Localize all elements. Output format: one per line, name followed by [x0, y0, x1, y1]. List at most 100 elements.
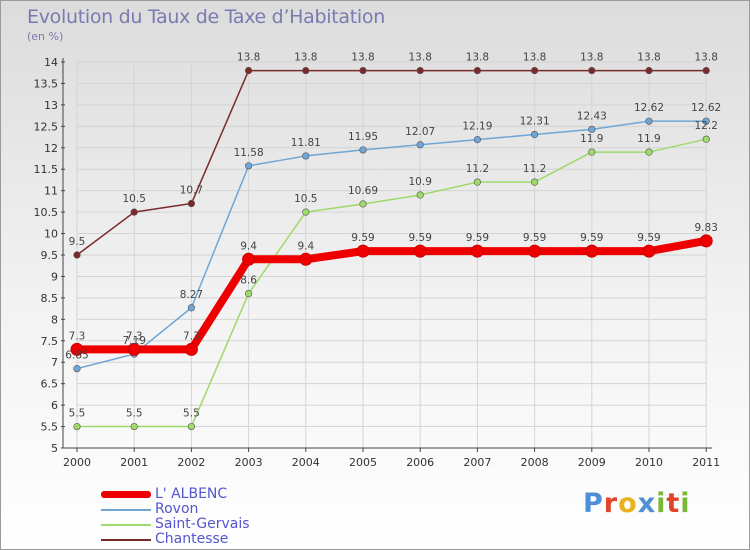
data-label-chantesse: 10.5	[123, 193, 146, 205]
data-label-l-albenc: 9.59	[523, 232, 546, 244]
data-point-l-albenc	[184, 342, 198, 356]
data-label-l-albenc: 7.3	[183, 330, 200, 342]
data-point-saint-gervais	[245, 290, 253, 298]
data-label-chantesse: 10.7	[180, 185, 203, 197]
data-point-l-albenc	[642, 244, 656, 258]
data-label-rovon: 12.31	[520, 115, 550, 127]
data-label-l-albenc: 7.3	[69, 330, 86, 342]
x-tick-label: 2006	[406, 456, 434, 469]
data-label-rovon: 12.07	[405, 126, 435, 138]
chart-data-labels: 9.5 10.5 10.7 13.8 13.8 13.8 13.8 13.8 13.8 13.8 1…	[65, 52, 721, 420]
proxiti-logo: Proxiti	[583, 488, 691, 519]
data-point-rovon	[702, 117, 710, 125]
logo-letter: P	[583, 488, 604, 519]
data-point-saint-gervais	[473, 178, 482, 186]
data-point-l-albenc	[528, 244, 542, 258]
legend-swatch-saint-gervais	[101, 524, 151, 526]
x-tick-label: 2011	[692, 456, 720, 469]
y-tick-label: 8	[51, 313, 58, 326]
data-point-saint-gervais	[530, 178, 539, 186]
data-point-chantesse	[416, 66, 424, 75]
y-tick-label: 10.5	[34, 206, 59, 219]
data-label-l-albenc: 7.3	[126, 330, 143, 342]
data-point-chantesse	[359, 66, 367, 75]
data-label-saint-gervais: 11.2	[466, 163, 489, 175]
y-tick-label: 7.5	[41, 335, 59, 348]
data-point-chantesse	[130, 208, 138, 216]
series-line-chantesse	[76, 69, 707, 256]
x-tick-label: 2005	[349, 456, 377, 469]
data-point-chantesse	[187, 199, 195, 208]
y-tick-label: 6.5	[41, 378, 59, 391]
data-point-rovon	[187, 304, 195, 312]
chart-title: Evolution du Taux de Taxe d’Habitation	[27, 6, 385, 28]
chart-series	[70, 66, 713, 431]
data-label-rovon: 11.81	[291, 137, 321, 149]
data-label-rovon: 7.19	[123, 335, 146, 347]
legend-label: Saint-Gervais	[155, 516, 250, 532]
data-label-saint-gervais: 8.6	[240, 275, 257, 287]
x-tick-label: 2010	[635, 456, 663, 469]
data-label-chantesse: 13.8	[695, 52, 718, 64]
y-tick-label: 12.5	[34, 120, 59, 133]
legend-swatch-rovon	[101, 509, 151, 511]
data-label-l-albenc: 9.4	[240, 240, 257, 252]
legend-swatch-chantesse	[101, 539, 151, 541]
x-tick-label: 2009	[578, 456, 606, 469]
data-point-saint-gervais	[702, 135, 710, 143]
logo-letter: r	[603, 488, 619, 519]
data-label-saint-gervais: 5.5	[69, 408, 86, 420]
data-point-chantesse	[645, 66, 653, 75]
data-point-l-albenc	[413, 244, 427, 258]
y-tick-label: 13	[44, 99, 58, 112]
data-point-l-albenc	[70, 342, 84, 356]
legend-label: Rovon	[155, 501, 199, 517]
data-label-saint-gervais: 11.2	[523, 163, 546, 175]
y-tick-label: 5	[51, 442, 58, 455]
data-label-saint-gervais: 10.5	[294, 193, 317, 205]
y-tick-label: 11.5	[34, 163, 59, 176]
y-tick-label: 10	[44, 228, 58, 241]
data-label-chantesse: 9.5	[69, 236, 86, 248]
y-tick-label: 5.5	[41, 421, 59, 434]
data-label-l-albenc: 9.59	[580, 232, 603, 244]
data-point-rovon	[359, 146, 367, 154]
data-point-saint-gervais	[645, 148, 653, 156]
data-label-rovon: 12.62	[634, 102, 664, 114]
y-tick-label: 14	[44, 56, 58, 69]
data-point-chantesse	[73, 251, 81, 259]
data-label-l-albenc: 9.59	[466, 232, 489, 244]
data-point-chantesse	[702, 66, 710, 75]
data-point-l-albenc	[585, 244, 599, 258]
y-tick-label: 11	[44, 185, 58, 198]
data-point-chantesse	[588, 66, 596, 75]
series-line-rovon	[76, 120, 707, 370]
x-tick-label: 2007	[463, 456, 491, 469]
data-label-saint-gervais: 12.2	[695, 120, 718, 132]
y-tick-label: 6	[51, 399, 58, 412]
chart-unit: (en %)	[27, 30, 64, 43]
y-tick-label: 9	[51, 270, 58, 283]
data-point-chantesse	[245, 66, 253, 75]
data-point-saint-gervais	[130, 422, 138, 431]
data-point-saint-gervais	[588, 148, 596, 156]
chart-axes: 5 5.5 6 6.5 7 7.5 8 8.5 9 9.5 10 10.5 11 11.5 12 12.5 13…	[34, 56, 721, 469]
data-point-chantesse	[530, 66, 539, 75]
data-point-l-albenc	[356, 244, 370, 258]
data-label-saint-gervais: 10.69	[348, 185, 378, 197]
data-point-l-albenc	[127, 342, 141, 356]
data-label-chantesse: 13.8	[580, 52, 603, 64]
x-tick-label: 2003	[235, 456, 263, 469]
data-point-chantesse	[302, 66, 310, 75]
data-label-l-albenc: 9.59	[637, 232, 660, 244]
data-label-saint-gervais: 11.9	[580, 133, 603, 145]
data-point-l-albenc	[470, 244, 484, 258]
data-point-rovon	[645, 117, 653, 125]
y-tick-label: 8.5	[41, 292, 59, 305]
data-point-chantesse	[473, 66, 482, 75]
legend-label: Chantesse	[155, 531, 229, 547]
logo-letter: i	[680, 488, 691, 519]
data-label-l-albenc: 9.59	[351, 232, 374, 244]
legend-label: L' ALBENC	[155, 486, 228, 502]
